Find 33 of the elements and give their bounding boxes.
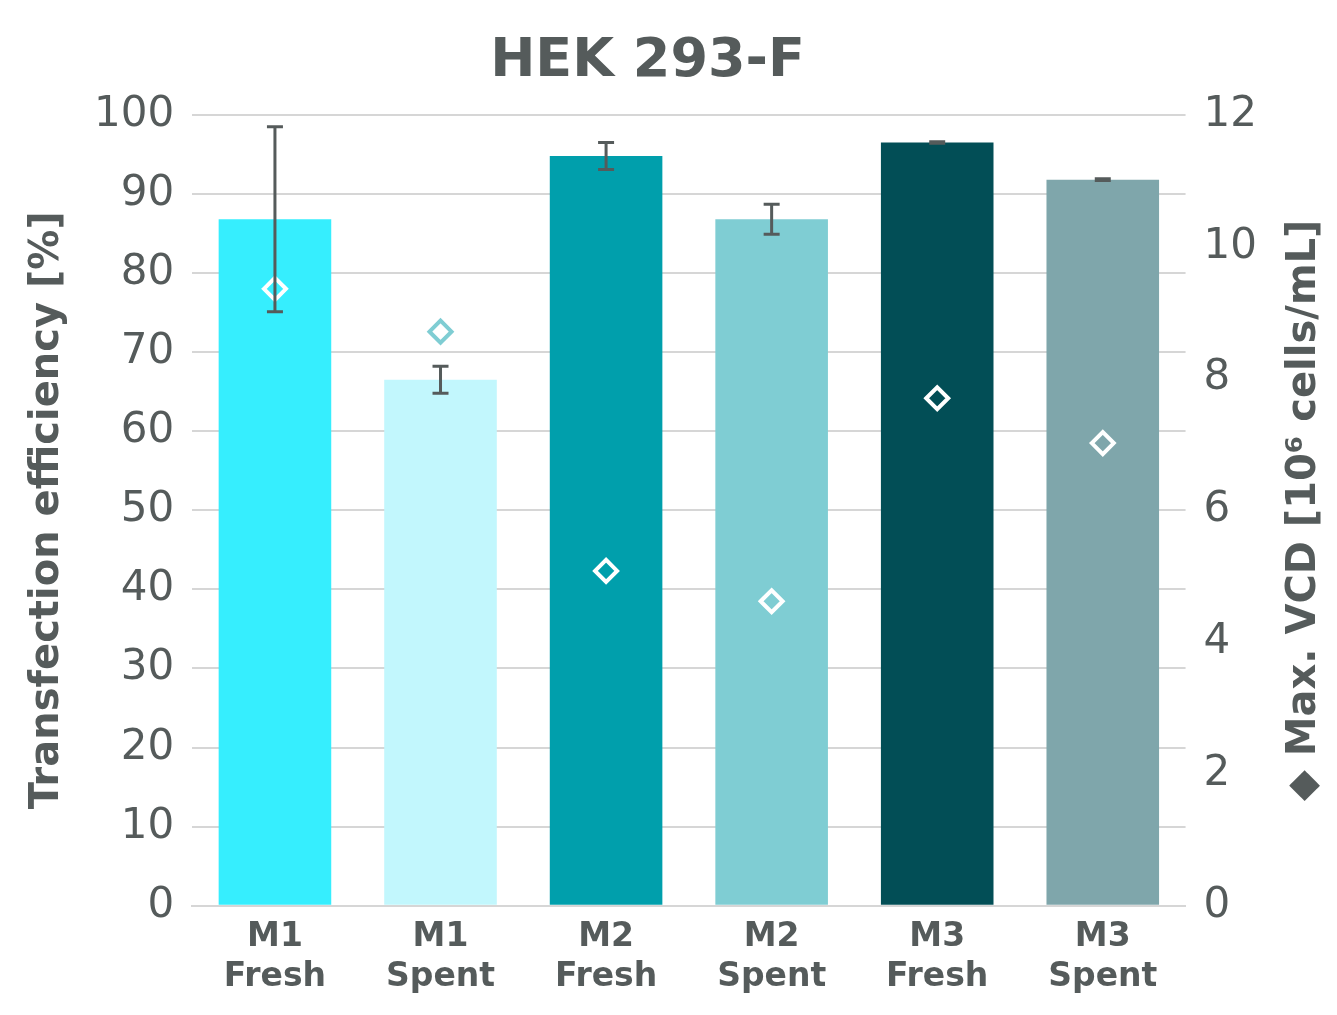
bar [715, 219, 828, 905]
x-tick-label: M1 Fresh [223, 915, 327, 994]
y-tick-label: 100 [93, 86, 175, 136]
y-tick-label: 80 [120, 244, 175, 294]
y2-tick-label: 4 [1203, 614, 1231, 664]
x-tick-label: M2 Fresh [554, 915, 658, 994]
y-tick-label: 70 [120, 324, 175, 374]
y2-tick-label: 2 [1203, 745, 1231, 795]
y2-tick-label: 6 [1203, 482, 1231, 532]
bar [1046, 179, 1160, 905]
y-tick-label: 20 [120, 719, 175, 769]
y-tick-label: 60 [120, 403, 175, 453]
y-tick-label: 30 [120, 640, 175, 690]
bar [880, 142, 994, 905]
y-tick-label: 50 [120, 482, 175, 532]
x-tick-label: M3 Fresh [886, 915, 989, 994]
y2-tick-label: 12 [1203, 86, 1258, 136]
y2-axis-title: ◆ Max. VCD [10⁶ cells/mL] [1278, 219, 1325, 801]
x-tick-label: M2 Spent [717, 915, 827, 994]
y2-tick-label: 10 [1203, 218, 1258, 268]
x-tick-label: M3 Spent [1048, 915, 1158, 994]
y-tick-label: 10 [120, 798, 175, 848]
y2-tick-label: 8 [1203, 350, 1231, 400]
chart-title: HEK 293-F [490, 26, 805, 90]
bar [218, 219, 332, 905]
y-tick-label: 0 [147, 877, 175, 927]
y2-tick-label: 0 [1203, 877, 1231, 927]
x-tick-label: M1 Spent [385, 915, 496, 994]
y-tick-label: 90 [120, 165, 175, 215]
y-tick-label: 40 [120, 561, 175, 611]
y-axis-title: Transfection efficiency [%] [21, 211, 68, 810]
bar [549, 155, 663, 905]
bar [384, 379, 497, 905]
